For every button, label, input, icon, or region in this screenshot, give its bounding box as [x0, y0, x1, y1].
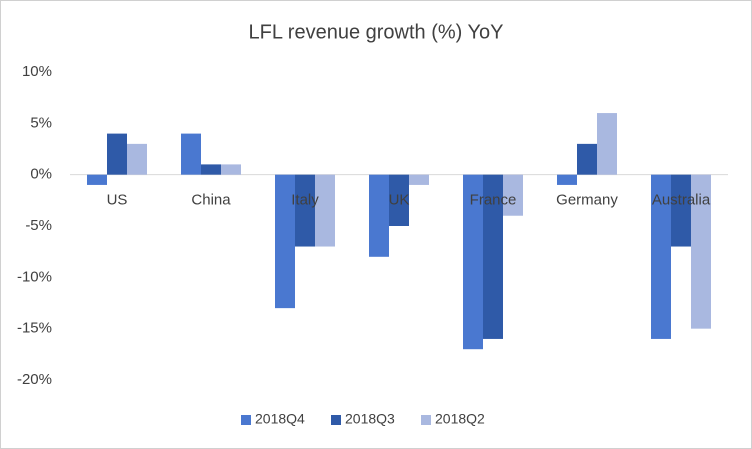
bar	[503, 174, 523, 216]
bar	[201, 164, 221, 175]
y-tick-label: 5%	[30, 114, 52, 131]
bar	[221, 164, 241, 175]
bar	[295, 174, 315, 247]
y-tick-label: 0%	[30, 166, 52, 183]
bar	[409, 174, 429, 185]
bar	[369, 174, 389, 257]
x-tick-label: Germany	[556, 192, 618, 209]
bar	[275, 174, 295, 309]
legend-swatch	[241, 415, 251, 425]
x-tick-label: UK	[389, 192, 410, 209]
bar	[691, 174, 711, 329]
bar	[671, 174, 691, 247]
bar	[651, 174, 671, 339]
y-tick-label: -20%	[17, 371, 52, 388]
x-tick-label: France	[470, 192, 517, 209]
x-tick-label: US	[107, 192, 128, 209]
bar	[557, 174, 577, 185]
legend-swatch	[331, 415, 341, 425]
legend-label: 2018Q2	[435, 411, 485, 427]
bar	[107, 133, 127, 175]
bar	[389, 174, 409, 226]
x-tick-label: Italy	[291, 192, 319, 209]
bar	[577, 143, 597, 175]
x-tick-label: Australia	[652, 192, 711, 209]
bar	[87, 174, 107, 185]
chart-title: LFL revenue growth (%) YoY	[249, 21, 504, 43]
bar	[463, 174, 483, 350]
legend-label: 2018Q4	[255, 411, 305, 427]
y-tick-label: -15%	[17, 320, 52, 337]
y-tick-label: -10%	[17, 268, 52, 285]
x-tick-label: China	[191, 192, 231, 209]
bar	[315, 174, 335, 247]
y-tick-label: 10%	[22, 63, 52, 80]
bar	[597, 113, 617, 175]
bar	[483, 174, 503, 339]
bar	[181, 133, 201, 175]
bar	[127, 143, 147, 175]
y-tick-label: -5%	[25, 217, 52, 234]
legend-label: 2018Q3	[345, 411, 395, 427]
legend-swatch	[421, 415, 431, 425]
